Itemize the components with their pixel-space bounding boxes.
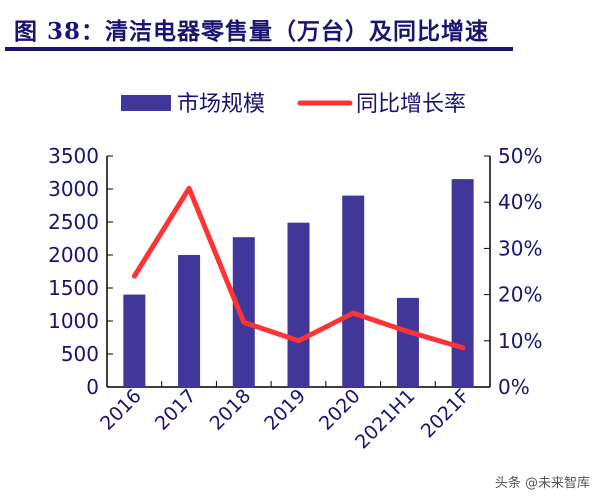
- bar: [287, 222, 310, 387]
- x-tick-label: 2016: [96, 385, 146, 435]
- x-tick-label: 2021F: [417, 385, 474, 442]
- right-tick-label: 0%: [498, 375, 530, 399]
- bar: [451, 179, 474, 387]
- right-tick-label: 20%: [498, 283, 542, 307]
- left-tick-label: 1000: [48, 309, 99, 333]
- right-tick-label: 50%: [498, 144, 542, 168]
- legend-swatch-bar: [121, 95, 171, 111]
- bar: [123, 294, 146, 387]
- left-tick-label: 2000: [48, 243, 99, 267]
- left-tick-label: 3500: [48, 144, 99, 168]
- right-tick-label: 40%: [498, 190, 542, 214]
- bar: [178, 255, 201, 387]
- right-tick-label: 30%: [498, 236, 542, 260]
- left-tick-label: 3000: [48, 177, 99, 201]
- chart-title: 图 38：清洁电器零售量（万台）及同比增速: [14, 18, 490, 45]
- bar: [342, 195, 365, 387]
- watermark: 头条 @未来智库: [494, 476, 590, 491]
- x-tick-label: 2017: [151, 385, 201, 435]
- x-tick-label: 2021H1: [351, 385, 419, 453]
- left-tick-label: 500: [61, 342, 99, 366]
- x-tick-label: 2020: [315, 385, 365, 435]
- x-tick-label: 2019: [260, 385, 310, 435]
- legend-label-bar: 市场规模: [177, 92, 265, 117]
- left-tick-label: 0: [86, 375, 99, 399]
- bar: [232, 237, 255, 387]
- title-rule: [5, 47, 513, 51]
- x-tick-label: 2018: [206, 385, 256, 435]
- left-tick-label: 2500: [48, 210, 99, 234]
- right-tick-label: 10%: [498, 329, 542, 353]
- left-tick-label: 1500: [48, 276, 99, 300]
- bar: [396, 297, 419, 387]
- legend-label-line: 同比增长率: [356, 92, 466, 117]
